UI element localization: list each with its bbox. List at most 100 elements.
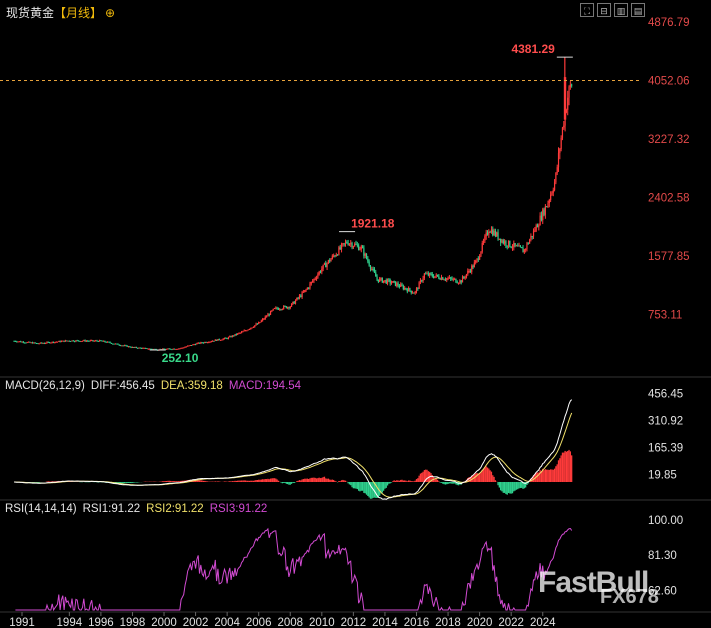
- candle-body: [262, 318, 264, 321]
- candle-body: [544, 206, 546, 215]
- candle-body: [534, 230, 536, 232]
- candle-body: [38, 343, 40, 345]
- candle-body: [411, 292, 414, 294]
- candle-body: [308, 287, 310, 289]
- candle-body: [113, 343, 115, 345]
- candle-body: [434, 276, 436, 278]
- candle-body: [569, 84, 571, 87]
- candle-body: [373, 269, 376, 273]
- candle-body: [80, 341, 82, 343]
- candle-body: [548, 200, 550, 203]
- candle-body: [410, 290, 412, 293]
- candle-body: [457, 282, 460, 284]
- candle-body: [222, 338, 224, 340]
- candle-body: [329, 260, 331, 262]
- candle-body: [322, 264, 324, 269]
- candle-body: [297, 297, 299, 299]
- candle-body: [321, 268, 323, 273]
- candle-body: [444, 279, 447, 281]
- candle-body: [356, 244, 358, 246]
- candle-body: [241, 331, 243, 333]
- candle-body: [185, 346, 187, 348]
- settings-icon[interactable]: ▤: [631, 3, 645, 17]
- candle-body: [376, 276, 378, 280]
- candle-body: [460, 280, 462, 283]
- candle-body: [201, 342, 203, 344]
- rsi1-value: RSI1:91.22: [82, 503, 141, 515]
- candle-body: [507, 240, 510, 247]
- layout-icon[interactable]: ▥: [614, 3, 628, 17]
- candle-body: [179, 348, 181, 350]
- candle-body: [210, 341, 212, 343]
- timeframe-label[interactable]: 【月线】: [54, 6, 103, 20]
- candle-body: [380, 277, 382, 279]
- price-tick-label: 2402.58: [648, 192, 690, 204]
- minimize-icon[interactable]: ⊟: [597, 3, 611, 17]
- candle-body: [177, 348, 180, 350]
- candle-body: [390, 282, 393, 284]
- candle-body: [521, 247, 523, 249]
- candle-body: [277, 308, 280, 310]
- candle-body: [268, 314, 270, 316]
- candle-body: [348, 243, 351, 245]
- candle-body: [256, 323, 258, 325]
- candle-body: [273, 308, 276, 310]
- candle-body: [296, 297, 298, 301]
- symbol-title[interactable]: 现货黄金【月线】 ⊕: [6, 4, 115, 21]
- candle-body: [183, 347, 185, 349]
- candle-body: [83, 340, 85, 342]
- candle-body: [204, 342, 206, 344]
- candle-body: [419, 280, 422, 283]
- candle-body: [361, 246, 364, 249]
- candle-body: [510, 246, 512, 248]
- candle-body: [340, 244, 343, 250]
- candle-body: [454, 278, 456, 280]
- candle-body: [289, 306, 291, 309]
- candle-body: [352, 246, 354, 248]
- candle-body: [68, 340, 70, 342]
- rsi-legend: RSI(14,14,14) RSI1:91.22 RSI2:91.22 RSI3:91…: [5, 503, 273, 515]
- candle-body: [47, 341, 49, 343]
- candle-body: [20, 341, 22, 343]
- candle-body: [369, 265, 372, 269]
- candle-body: [242, 331, 244, 333]
- candle-body: [244, 330, 247, 332]
- candle-body: [104, 340, 106, 342]
- candle-body: [514, 243, 516, 246]
- candle-body: [143, 347, 145, 349]
- candle-body: [515, 245, 518, 247]
- candle-body: [89, 340, 91, 342]
- candle-body: [330, 258, 332, 262]
- candle-body: [265, 316, 268, 318]
- add-symbol-icon[interactable]: ⊕: [105, 6, 116, 20]
- candle-body: [276, 307, 278, 309]
- candle-body: [302, 291, 305, 293]
- candle-body: [485, 232, 487, 237]
- candle-body: [386, 279, 389, 284]
- candle-body: [17, 341, 19, 343]
- candle-body: [120, 345, 122, 347]
- candle-body: [252, 327, 255, 329]
- candle-body: [24, 342, 26, 344]
- candle-body: [427, 273, 429, 276]
- time-tick-label: 2022: [498, 617, 524, 628]
- candle-body: [312, 280, 314, 282]
- candle-body: [52, 341, 55, 343]
- candle-body: [188, 345, 190, 347]
- candle-body: [481, 242, 483, 252]
- candle-body: [528, 239, 531, 244]
- candle-body: [208, 342, 210, 344]
- candle-body: [189, 345, 191, 347]
- candle-body: [439, 278, 441, 280]
- candle-body: [166, 348, 168, 350]
- candle-body: [385, 280, 387, 284]
- candle-body: [105, 341, 107, 343]
- candle-body: [346, 242, 348, 244]
- candle-body: [323, 263, 326, 265]
- macd-params: MACD(26,12,9): [5, 380, 85, 392]
- candle-body: [147, 348, 149, 350]
- fullscreen-icon[interactable]: ⛶: [580, 3, 594, 17]
- candle-body: [479, 256, 481, 260]
- candle-body: [97, 340, 99, 342]
